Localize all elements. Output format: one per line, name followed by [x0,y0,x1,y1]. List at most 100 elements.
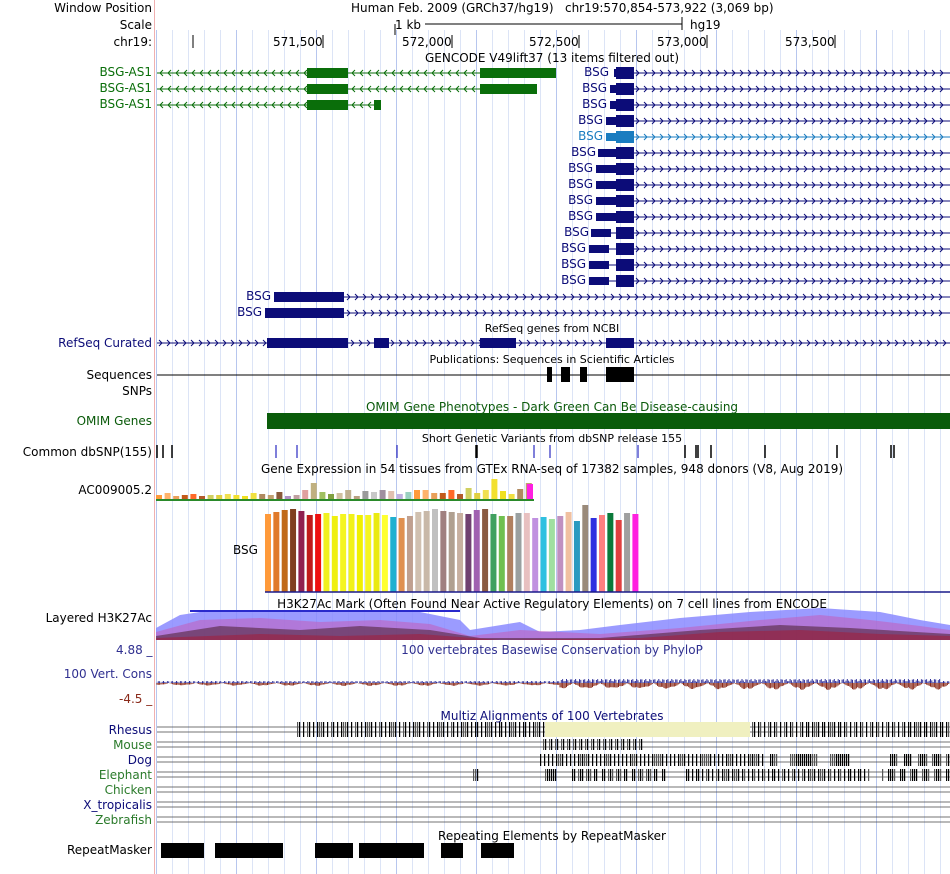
gtex-bar [181,495,188,499]
alignment-block [798,754,800,766]
alignment-block [792,754,794,766]
refseq-label[interactable]: RefSeq Curated [58,336,152,350]
alignment-block [555,739,557,750]
alignment-block [726,769,728,781]
guideline [252,30,253,874]
gtex-gene-bsg[interactable]: BSG [233,543,258,557]
gene-label-bsg[interactable]: BSG [568,161,593,175]
gene-label-bsg[interactable]: BSG [578,113,603,127]
repeat-element [161,843,204,858]
gene-label-bsg-as1[interactable]: BSG-AS1 [99,81,152,95]
alignment-block [756,754,758,766]
alignment-block [838,754,840,766]
alignment-block [361,722,363,737]
guideline [780,30,781,874]
alignment-block [936,722,938,737]
species-label[interactable]: Mouse [113,738,152,752]
phylop-bars-pos [156,679,950,683]
alignment-block [834,769,836,781]
alignment-block [844,754,846,766]
alignment-block [551,769,553,781]
alignment-block [932,754,934,766]
species-label[interactable]: X_tropicalis [83,798,152,812]
alignment-block [618,754,620,766]
gtex-gene-ac009005[interactable]: AC009005.2 [78,483,152,497]
alignment-block [481,722,483,737]
alignment-block [602,769,604,781]
alignment-block [892,754,894,766]
gene-label-bsg[interactable]: BSG [568,177,593,191]
gene-label-bsg[interactable]: BSG [568,193,593,207]
exon-block [616,67,634,79]
gene-label-bsg-as1[interactable]: BSG-AS1 [99,97,152,111]
gtex-bar [293,495,300,499]
alignment-block [784,769,786,781]
snps-label[interactable]: SNPs [122,384,152,398]
repeat-element [481,843,514,858]
gene-label-bsg[interactable]: BSG [578,129,603,143]
alignment-block [914,769,916,781]
h3k27ac-label[interactable]: Layered H3K27Ac [45,611,152,625]
strand-arrows [635,197,944,205]
alignment-block [704,754,706,766]
gene-label-bsg[interactable]: BSG [582,97,607,111]
alignment-block [611,739,613,750]
gene-label-bsg[interactable]: BSG [561,273,586,287]
publication-block [547,367,552,382]
gencode-track-title[interactable]: GENCODE V49lift37 (13 items filtered out… [424,51,680,65]
gene-label-bsg[interactable]: BSG [237,305,262,319]
gene-label-bsg[interactable]: BSG [561,257,586,271]
alignment-block [547,769,549,781]
gtex-bar [164,493,171,499]
alignment-block [513,722,515,737]
gene-label-bsg-as1[interactable]: BSG-AS1 [99,65,152,79]
species-label[interactable]: Zebrafish [95,813,152,827]
alignment-block [545,739,547,750]
gene-label-bsg[interactable]: BSG [584,65,609,79]
alignment-block [754,754,756,766]
gene-label-bsg[interactable]: BSG [564,225,589,239]
alignment-block [722,769,724,781]
exon-block [616,227,634,239]
gene-label-bsg[interactable]: BSG [571,145,596,159]
alignment-block [385,722,387,737]
dbsnp-label[interactable]: Common dbSNP(155) [22,445,152,459]
gene-label-bsg[interactable]: BSG [246,289,271,303]
phylop-label[interactable]: 100 Vert. Cons [63,667,152,681]
species-label[interactable]: Elephant [98,768,152,782]
alignment-block [750,754,752,766]
alignment-block [818,769,820,781]
alignment-block [562,754,564,766]
gap-block [545,722,750,737]
alignment-block [848,769,850,781]
alignment-block [588,754,590,766]
species-label[interactable]: Dog [127,753,152,767]
repeatmasker-label[interactable]: RepeatMasker [66,843,152,857]
alignment-block [580,754,582,766]
alignment-block [692,769,694,781]
gtex-bar [573,521,580,592]
multiz-title: Multiz Alignments of 100 Vertebrates [440,709,664,723]
alignment-block [610,769,612,781]
alignment-block [596,754,598,766]
gene-label-bsg[interactable]: BSG [582,81,607,95]
species-label[interactable]: Chicken [104,783,152,797]
alignment-block [634,769,636,781]
gene-label-bsg[interactable]: BSG [561,241,586,255]
alignment-block [832,722,834,737]
alignment-block [882,769,884,781]
sequences-label[interactable]: Sequences [86,368,152,382]
gtex-bar [422,490,429,499]
alignment-block [549,769,551,781]
alignment-block [419,722,421,737]
omim-label[interactable]: OMIM Genes [76,414,152,428]
strand-arrows [635,69,944,77]
alignment-block [632,754,634,766]
gtex-bar [406,516,413,592]
strand-arrows [635,165,944,173]
alignment-block [381,722,383,737]
gene-label-bsg[interactable]: BSG [568,209,593,223]
species-label[interactable]: Rhesus [108,723,152,737]
